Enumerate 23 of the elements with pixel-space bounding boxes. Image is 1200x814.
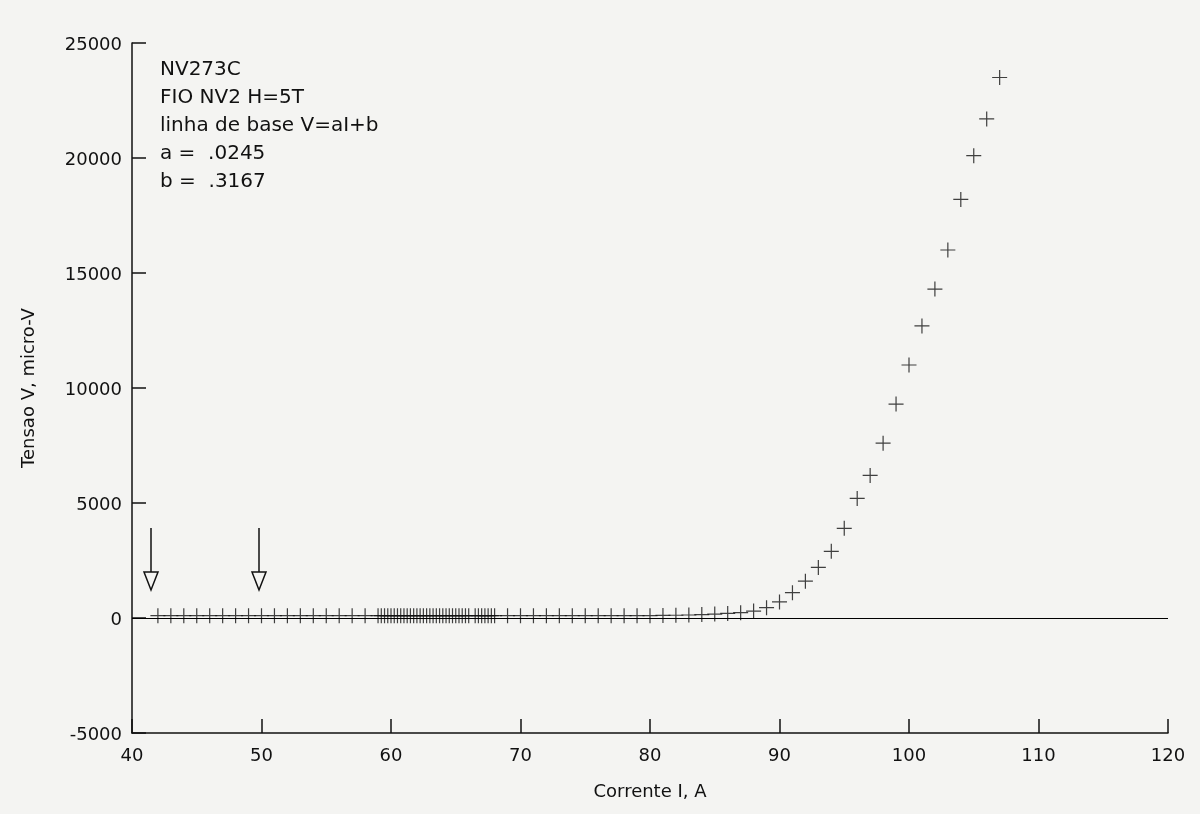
x-tick-label: 40 xyxy=(120,743,144,765)
x-tick-label: 100 xyxy=(891,743,927,765)
y-tick-label: 15000 xyxy=(64,262,122,284)
x-tick-label: 80 xyxy=(638,743,662,765)
annotation: FIO NV2 H=5T xyxy=(160,84,305,108)
y-tick-label: 10000 xyxy=(64,377,122,399)
y-axis-title: Tensao V, micro-V xyxy=(16,307,38,469)
x-tick-label: 90 xyxy=(768,743,791,765)
y-tick-label: 5000 xyxy=(76,492,122,514)
annotation: linha de base V=aI+b xyxy=(160,112,379,136)
x-tick-label: 70 xyxy=(509,743,532,765)
annotation: b = .3167 xyxy=(160,168,266,192)
annotation: a = .0245 xyxy=(160,140,266,164)
x-tick-label: 120 xyxy=(1150,743,1186,765)
x-tick-label: 60 xyxy=(379,743,403,765)
annotation: NV273C xyxy=(160,56,241,80)
x-tick-label: 110 xyxy=(1021,743,1056,765)
y-tick-label: 20000 xyxy=(64,147,122,169)
y-tick-label: 0 xyxy=(110,607,122,629)
x-axis-title: Corrente I, A xyxy=(593,779,708,801)
y-tick-label: 25000 xyxy=(64,32,122,54)
x-tick-label: 50 xyxy=(250,743,273,765)
y-tick-label: -5000 xyxy=(69,722,122,744)
